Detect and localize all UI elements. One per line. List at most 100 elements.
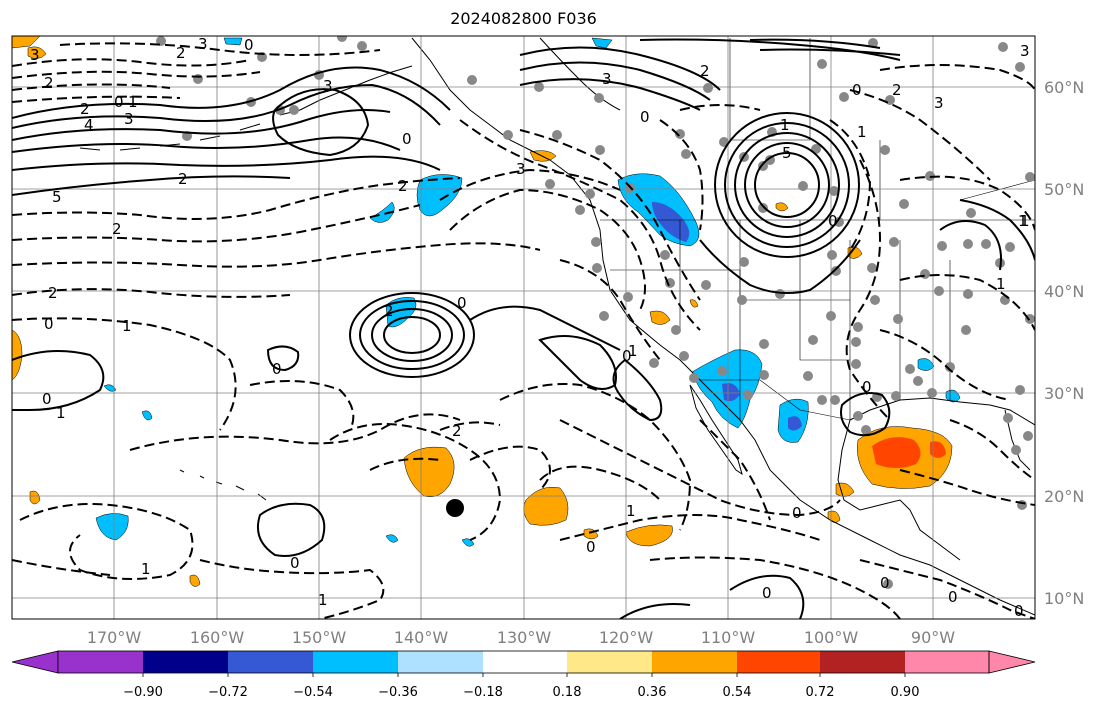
contour-label: 0: [948, 588, 958, 606]
contour-label: 0: [272, 360, 282, 378]
contour-label: 0: [792, 504, 802, 522]
contour-label: 0: [290, 554, 300, 572]
contour-label: 0: [862, 378, 872, 396]
contour-label: 0: [622, 347, 632, 365]
contour-label: 0: [880, 574, 890, 592]
contour-label: 0: [828, 212, 838, 230]
colorbar-tick-label: 0.36: [638, 685, 667, 700]
contour-label: 0: [114, 93, 124, 111]
contour-label: 2: [80, 100, 90, 118]
colorbar: −0.90 −0.72 −0.54 −0.36 −0.18 0.18 0.36 …: [11, 650, 1036, 700]
contour-label: 2: [112, 220, 122, 238]
contour-label: 0: [42, 390, 52, 408]
contour-label: 1: [141, 560, 151, 578]
latitude-axis: 10°N 20°N 30°N 40°N 50°N 60°N: [1044, 78, 1084, 608]
colorbar-tick-label: −0.54: [293, 685, 333, 700]
lon-tick-label: 110°W: [701, 628, 756, 647]
contour-label: 2: [700, 62, 710, 80]
contour-label: 1: [318, 591, 328, 609]
contour-label: 3: [602, 70, 612, 88]
positive-contours: [12, 38, 1035, 619]
colorbar-tick-label: 0.18: [553, 685, 582, 700]
contour-label: 3: [30, 46, 40, 64]
contour-label: 1: [1018, 212, 1028, 230]
lon-tick-label: 140°W: [394, 628, 449, 647]
lat-tick-label: 30°N: [1044, 384, 1084, 403]
lat-tick-label: 40°N: [1044, 282, 1084, 301]
gridlines: [12, 36, 1035, 619]
longitude-axis: 170°W 160°W 150°W 140°W 130°W 120°W 110°…: [87, 628, 955, 647]
contour-label: 2: [452, 422, 462, 440]
colorbar-segment: [228, 651, 313, 673]
colorbar-segment: [58, 651, 143, 673]
colorbar-extend-low: [11, 650, 59, 674]
contour-label: 0: [586, 538, 596, 556]
colorbar-tick-label: 0.54: [723, 685, 752, 700]
contour-label: 1: [122, 317, 132, 335]
colorbar-tick-label: −0.90: [123, 685, 163, 700]
colorbar-tick-label: −0.72: [208, 685, 248, 700]
colorbar-segment: [652, 651, 737, 673]
contour-label: 2: [48, 284, 58, 302]
contour-label: 4: [84, 116, 94, 134]
colorbar-segment: [567, 651, 652, 673]
lat-tick-label: 20°N: [1044, 487, 1084, 506]
contour-label: 2: [384, 302, 394, 320]
contour-label: 1: [56, 404, 66, 422]
contour-label: 2: [176, 44, 186, 62]
contour-label: 0: [457, 294, 467, 312]
lon-tick-label: 160°W: [190, 628, 245, 647]
contour-label: 1: [1020, 212, 1030, 230]
colorbar-tick-label: −0.18: [463, 685, 503, 700]
negative-contours: [12, 42, 1035, 619]
map-background: [12, 36, 1035, 619]
contour-label: 3: [934, 94, 944, 112]
lon-tick-label: 170°W: [87, 628, 142, 647]
contour-label: 3: [516, 160, 526, 178]
contour-label: 1: [780, 116, 790, 134]
contour-label: 0: [852, 81, 862, 99]
map-title: 2024082800 F036: [450, 9, 597, 28]
contour-label: 5: [782, 144, 792, 162]
contour-label: 3: [323, 77, 333, 95]
contour-label: 1: [128, 93, 138, 111]
contour-label: 1: [996, 275, 1006, 293]
lon-tick-label: 130°W: [497, 628, 552, 647]
contour-label: 3: [124, 110, 134, 128]
contour-label: 0: [640, 108, 650, 126]
contour-label: 2: [892, 81, 902, 99]
contour-label: 1: [626, 502, 636, 520]
lon-tick-label: 120°W: [599, 628, 654, 647]
lon-tick-label: 90°W: [911, 628, 955, 647]
colorbar-tick-label: −0.36: [378, 685, 418, 700]
contour-label: 2: [44, 74, 54, 92]
map-frame: [11, 35, 1036, 620]
colorbar-segment: [737, 651, 820, 673]
lat-tick-label: 60°N: [1044, 78, 1084, 97]
colorbar-tick-label: 0.90: [891, 685, 920, 700]
colorbar-tick-label: 0.72: [806, 685, 835, 700]
colorbar-extend-high: [988, 650, 1036, 674]
lat-tick-label: 50°N: [1044, 180, 1084, 199]
lon-tick-label: 150°W: [292, 628, 347, 647]
colorbar-segment: [313, 651, 398, 673]
colorbar-segment: [398, 651, 483, 673]
contour-label: 5: [52, 188, 62, 206]
contour-label: 2: [398, 177, 408, 195]
contour-label: 0: [244, 36, 254, 54]
contour-label: 1: [857, 123, 867, 141]
contour-labels: 3 2 3 0 2 0 1 3 2 4 3 0 5 2 2 3 0 2 1 3 …: [30, 35, 1030, 620]
colorbar-segment: [820, 651, 905, 673]
contour-label: 0: [44, 315, 54, 333]
colorbar-segment: [905, 651, 989, 673]
contour-label: 0: [1014, 602, 1024, 620]
contour-label: 2: [178, 170, 188, 188]
lat-tick-label: 10°N: [1044, 589, 1084, 608]
contour-label: 0: [762, 584, 772, 602]
contour-label: 3: [1020, 42, 1030, 60]
contour-label: 3: [198, 35, 208, 53]
lon-tick-label: 100°W: [804, 628, 859, 647]
contour-label: 1: [628, 342, 638, 360]
storm-center-marker: [446, 499, 464, 517]
